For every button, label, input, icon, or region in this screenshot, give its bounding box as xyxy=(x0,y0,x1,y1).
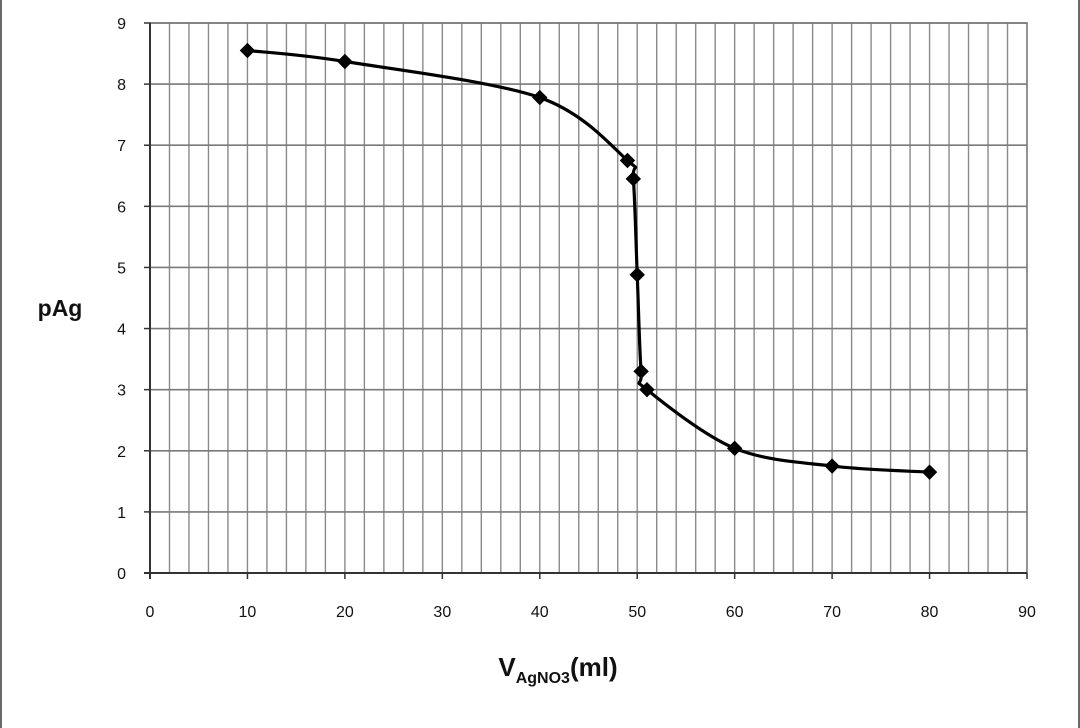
data-point-marker xyxy=(633,363,649,380)
x-tick-label: 40 xyxy=(531,604,549,621)
x-tick-label: 20 xyxy=(336,604,354,621)
x-tick-label: 10 xyxy=(239,604,257,621)
x-axis-label-unit: (ml) xyxy=(570,652,618,682)
x-axis-label-main: V xyxy=(498,652,516,682)
data-point-marker xyxy=(625,171,642,187)
minor-gridlines xyxy=(168,23,1009,573)
data-point-marker xyxy=(639,381,655,398)
data-point-marker xyxy=(239,42,256,59)
y-tick-label: 7 xyxy=(117,138,126,155)
y-tick-label: 8 xyxy=(117,77,126,94)
data-point-marker xyxy=(824,458,840,474)
x-axis-label-subscript: AgNO3 xyxy=(516,670,570,687)
y-tick-label: 0 xyxy=(117,566,126,583)
data-point-marker xyxy=(619,152,636,169)
y-tick-label: 9 xyxy=(117,16,126,33)
major-gridlines xyxy=(150,22,1027,513)
x-axis-label: VAgNO3(ml) xyxy=(498,652,617,687)
x-tick-label: 0 xyxy=(146,604,155,621)
x-tick-label: 30 xyxy=(433,604,451,621)
series-layer xyxy=(239,42,938,480)
x-tick-label: 70 xyxy=(823,604,841,621)
x-tick-label: 90 xyxy=(1018,604,1036,621)
data-point-marker xyxy=(337,53,353,70)
x-tick-labels: 0 10 20 30 40 50 60 70 80 90 xyxy=(146,604,1036,621)
y-tick-label: 5 xyxy=(117,260,126,277)
x-tick-label: 50 xyxy=(628,604,646,621)
data-point-marker xyxy=(629,267,645,283)
y-tick-label: 3 xyxy=(117,383,126,400)
series-line xyxy=(247,48,930,474)
data-point-marker xyxy=(532,89,548,106)
y-tick-label: 1 xyxy=(117,505,126,522)
x-tick-label: 80 xyxy=(921,604,939,621)
x-tick-label: 60 xyxy=(726,604,744,621)
y-tick-label: 6 xyxy=(117,199,126,216)
y-tick-label: 4 xyxy=(117,322,126,339)
plot-border xyxy=(149,22,1028,574)
y-axis-label: pAg xyxy=(38,295,83,321)
axes xyxy=(144,22,1028,579)
data-point-marker xyxy=(726,440,743,457)
y-tick-labels: 0 1 2 3 4 5 6 7 8 9 xyxy=(117,16,126,583)
data-point-marker xyxy=(921,464,938,480)
y-tick-label: 2 xyxy=(117,444,126,461)
